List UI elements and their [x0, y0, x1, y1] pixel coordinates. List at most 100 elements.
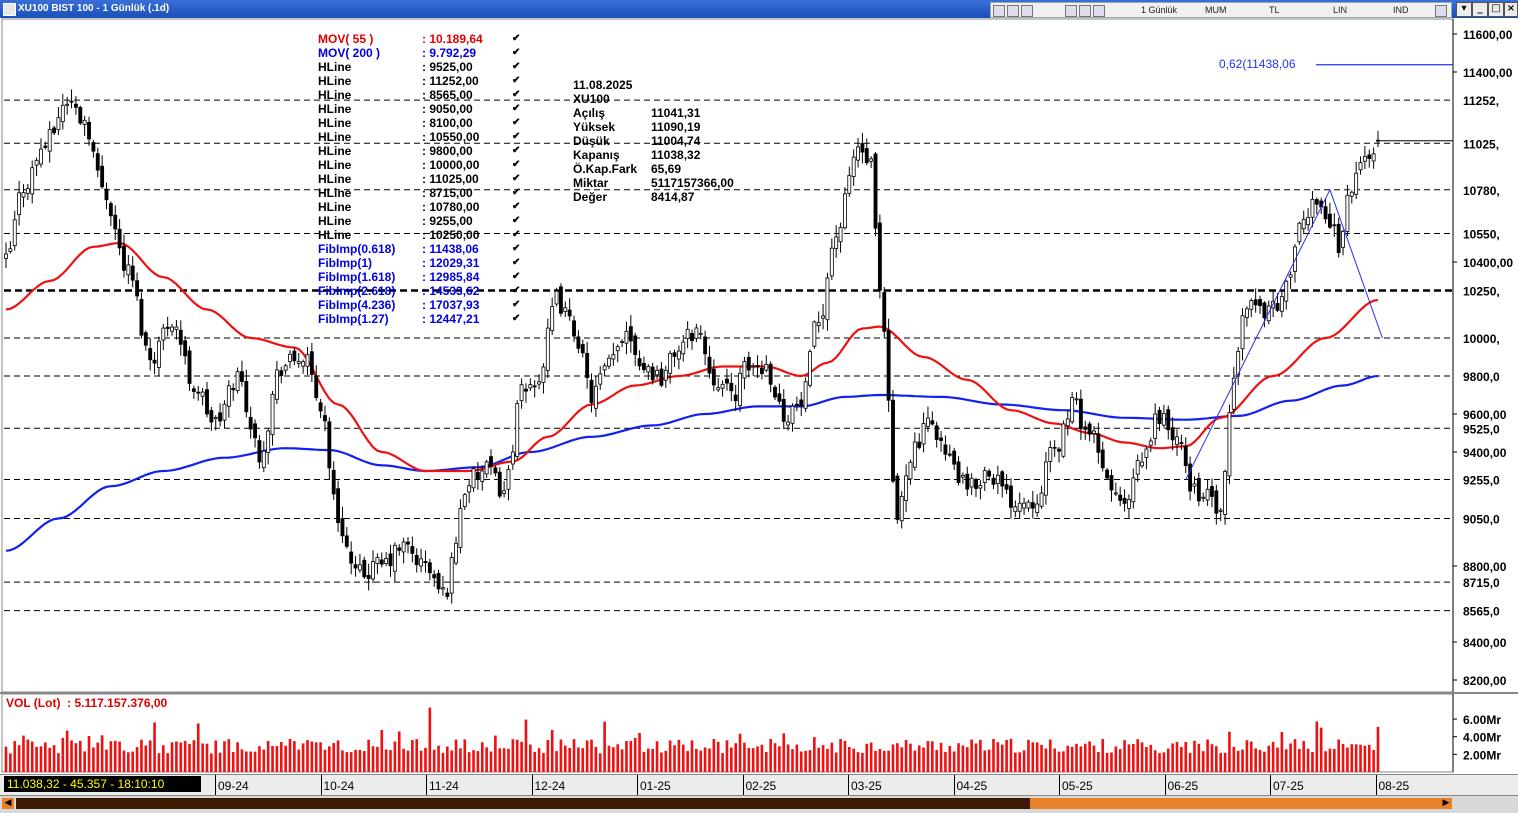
candle-130[interactable] [572, 315, 576, 342]
candle-300[interactable] [1314, 197, 1319, 215]
candle-47[interactable] [209, 406, 214, 431]
candle-5[interactable] [25, 183, 30, 200]
legend-row-4[interactable]: HLine: 8565,00 ✔ [318, 88, 528, 102]
legend-row-12[interactable]: HLine: 10780,00 ✔ [318, 200, 528, 214]
candle-2[interactable] [12, 210, 17, 251]
candle-251[interactable] [1100, 441, 1105, 472]
legend-row-14[interactable]: HLine: 10250,00 ✔ [318, 228, 528, 242]
candle-267[interactable] [1170, 417, 1175, 451]
candle-87[interactable] [384, 552, 389, 567]
candle-97[interactable] [427, 558, 432, 581]
indicator-selector[interactable]: IND [1393, 5, 1409, 15]
candle-86[interactable] [379, 552, 384, 568]
candle-287[interactable] [1258, 295, 1262, 314]
candle-18[interactable] [82, 115, 87, 136]
candle-259[interactable] [1135, 454, 1140, 482]
candle-128[interactable] [563, 301, 568, 318]
candle-216[interactable] [947, 444, 952, 457]
legend-visible-icon[interactable]: ✔ [512, 159, 521, 170]
candle-207[interactable] [908, 459, 913, 485]
candle-113[interactable] [497, 467, 502, 499]
candle-200[interactable] [877, 214, 882, 299]
candle-212[interactable] [930, 411, 935, 426]
candle-191[interactable] [838, 222, 843, 253]
candle-299[interactable] [1310, 190, 1315, 228]
candle-193[interactable] [847, 166, 852, 197]
candle-219[interactable] [960, 472, 965, 484]
candle-279[interactable] [1223, 469, 1227, 525]
legend-row-20[interactable]: FibImp(1.27): 12447,21 ✔ [318, 312, 528, 326]
candle-39[interactable] [174, 320, 179, 340]
candle-56[interactable] [248, 406, 253, 439]
candle-131[interactable] [576, 330, 581, 354]
candle-233[interactable] [1022, 497, 1027, 515]
candle-41[interactable] [183, 335, 188, 365]
candle-89[interactable] [392, 542, 397, 582]
legend-row-2[interactable]: HLine: 9525,00 ✔ [318, 60, 528, 74]
candle-169[interactable] [742, 356, 747, 390]
candle-99[interactable] [436, 569, 441, 594]
candle-6[interactable] [30, 160, 35, 204]
candle-63[interactable] [279, 366, 284, 384]
candle-172[interactable] [755, 355, 760, 379]
candle-144[interactable] [633, 332, 638, 366]
candle-199[interactable] [873, 151, 878, 237]
candle-245[interactable] [1074, 392, 1079, 405]
candle-72[interactable] [318, 398, 323, 418]
candle-103[interactable] [454, 536, 458, 566]
candle-229[interactable] [1004, 474, 1009, 494]
candle-190[interactable] [834, 225, 839, 258]
candle-241[interactable] [1057, 447, 1061, 463]
candle-154[interactable] [676, 345, 681, 370]
candle-298[interactable] [1306, 208, 1311, 231]
candle-221[interactable] [969, 473, 974, 496]
legend-visible-icon[interactable]: ✔ [512, 201, 521, 212]
candle-22[interactable] [100, 155, 105, 189]
candle-268[interactable] [1175, 429, 1179, 456]
candle-308[interactable] [1349, 190, 1354, 204]
candle-80[interactable] [353, 556, 358, 577]
candle-91[interactable] [401, 537, 406, 564]
legend-visible-icon[interactable]: ✔ [512, 89, 521, 100]
legend-visible-icon[interactable]: ✔ [512, 299, 521, 310]
candle-83[interactable] [366, 563, 371, 591]
candle-120[interactable] [528, 378, 533, 392]
candle-250[interactable] [1096, 422, 1101, 464]
candle-129[interactable] [567, 298, 572, 321]
candle-93[interactable] [410, 536, 415, 563]
ma200-line[interactable] [5, 374, 1379, 552]
candle-234[interactable] [1026, 499, 1031, 512]
legend-visible-icon[interactable]: ✔ [512, 61, 521, 72]
candle-54[interactable] [240, 360, 244, 387]
candle-145[interactable] [637, 350, 642, 371]
legend-row-19[interactable]: FibImp(4.236): 17037,93 ✔ [318, 298, 528, 312]
candle-76[interactable] [336, 480, 341, 532]
candle-313[interactable] [1371, 147, 1376, 169]
legend-visible-icon[interactable]: ✔ [512, 257, 521, 268]
candle-98[interactable] [432, 570, 437, 587]
candle-309[interactable] [1354, 161, 1359, 199]
candle-84[interactable] [371, 550, 375, 583]
candle-189[interactable] [829, 238, 834, 280]
ma55-line[interactable] [5, 241, 1379, 473]
candle-156[interactable] [685, 321, 690, 349]
candle-240[interactable] [1052, 440, 1057, 457]
candle-158[interactable] [694, 323, 699, 343]
candle-104[interactable] [458, 499, 463, 554]
candle-180[interactable] [790, 403, 795, 432]
candle-132[interactable] [580, 339, 585, 358]
candle-70[interactable] [309, 342, 314, 383]
candle-138[interactable] [607, 354, 611, 370]
candle-60[interactable] [266, 427, 271, 465]
candle-153[interactable] [672, 349, 677, 368]
candle-14[interactable] [65, 96, 70, 115]
candle-71[interactable] [314, 365, 319, 401]
candle-32[interactable] [143, 330, 148, 351]
candle-182[interactable] [799, 391, 804, 417]
legend-visible-icon[interactable]: ✔ [512, 131, 521, 142]
candle-112[interactable] [493, 465, 498, 477]
candle-170[interactable] [746, 351, 751, 378]
candle-85[interactable] [375, 553, 380, 574]
candle-34[interactable] [152, 351, 157, 375]
